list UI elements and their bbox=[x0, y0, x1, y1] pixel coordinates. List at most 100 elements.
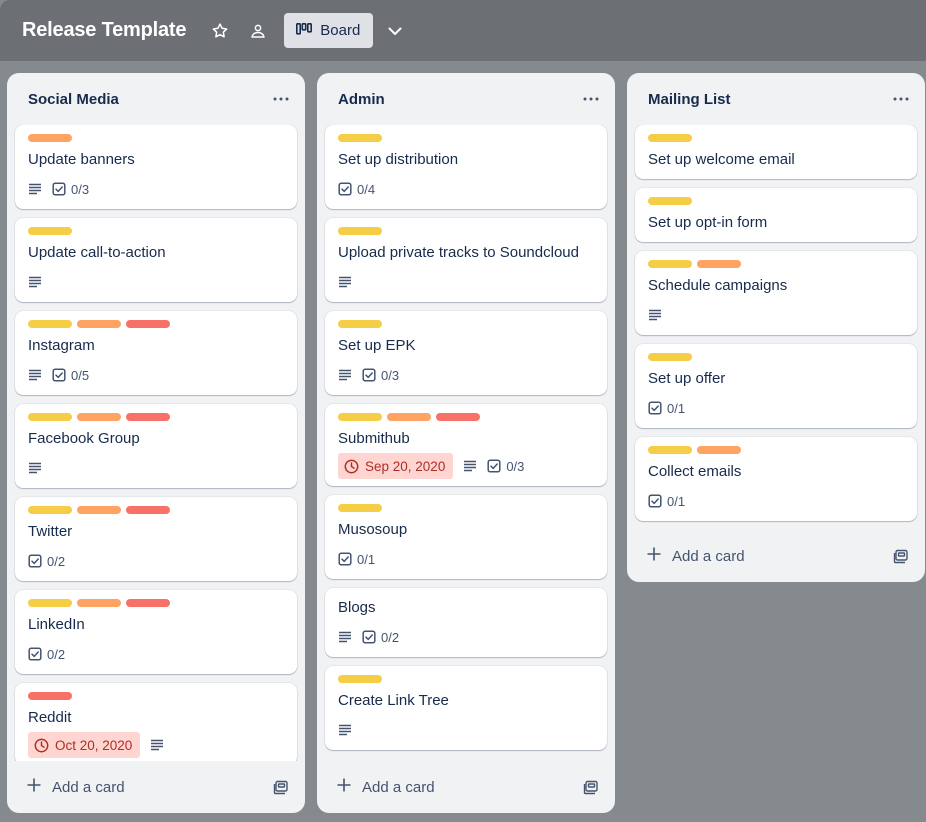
card[interactable]: Update call-to-action bbox=[15, 218, 297, 302]
label-yellow[interactable] bbox=[28, 506, 72, 514]
create-from-template-icon[interactable] bbox=[891, 546, 911, 566]
label-orange[interactable] bbox=[697, 260, 741, 268]
card[interactable]: Set up offer 0/1 bbox=[635, 344, 917, 428]
more-options-icon[interactable] bbox=[889, 87, 913, 111]
card-list: Set up distribution 0/4 Upload private tra… bbox=[317, 125, 615, 761]
card[interactable]: LinkedIn 0/2 bbox=[15, 590, 297, 674]
label-yellow[interactable] bbox=[28, 320, 72, 328]
checklist-badge: 0/2 bbox=[362, 630, 399, 645]
label-red[interactable] bbox=[126, 320, 170, 328]
create-from-template-icon[interactable] bbox=[271, 777, 291, 797]
card[interactable]: Twitter 0/2 bbox=[15, 497, 297, 581]
label-yellow[interactable] bbox=[648, 353, 692, 361]
list-title[interactable]: Mailing List bbox=[648, 90, 731, 108]
card[interactable]: Facebook Group bbox=[15, 404, 297, 488]
checklist-icon bbox=[648, 401, 662, 415]
card-badges: 0/3 bbox=[338, 363, 595, 387]
label-red[interactable] bbox=[126, 599, 170, 607]
label-yellow[interactable] bbox=[28, 599, 72, 607]
card[interactable]: Set up welcome email bbox=[635, 125, 917, 179]
label-yellow[interactable] bbox=[338, 227, 382, 235]
card[interactable]: Reddit Oct 20, 2020 bbox=[15, 683, 297, 761]
checklist-count: 0/3 bbox=[381, 367, 400, 383]
card-title: Musosoup bbox=[338, 521, 408, 538]
chevron-down-icon[interactable] bbox=[383, 19, 407, 43]
card-badges: 0/1 bbox=[648, 489, 905, 513]
card-badges bbox=[338, 718, 595, 742]
description-icon bbox=[338, 276, 352, 288]
create-from-template-icon[interactable] bbox=[581, 777, 601, 797]
card[interactable]: Collect emails 0/1 bbox=[635, 437, 917, 521]
label-red[interactable] bbox=[436, 413, 480, 421]
add-card-button[interactable]: Add a card bbox=[27, 778, 125, 796]
checklist-badge: 0/3 bbox=[487, 459, 524, 474]
label-yellow[interactable] bbox=[338, 675, 382, 683]
card-labels bbox=[648, 134, 905, 142]
checklist-icon bbox=[362, 630, 376, 644]
label-yellow[interactable] bbox=[28, 413, 72, 421]
card[interactable]: Create Link Tree bbox=[325, 666, 607, 750]
add-card-button[interactable]: Add a card bbox=[647, 547, 745, 565]
label-orange[interactable] bbox=[77, 599, 121, 607]
label-yellow[interactable] bbox=[338, 413, 382, 421]
card[interactable]: Musosoup 0/1 bbox=[325, 495, 607, 579]
checklist-count: 0/2 bbox=[47, 646, 66, 662]
list-header: Admin bbox=[317, 73, 615, 125]
description-icon bbox=[28, 369, 42, 381]
checklist-count: 0/5 bbox=[71, 367, 90, 383]
label-orange[interactable] bbox=[77, 506, 121, 514]
clock-icon bbox=[34, 738, 49, 753]
board-view-button[interactable]: Board bbox=[284, 13, 374, 48]
card-list: Set up welcome email Set up opt-in form Sc… bbox=[627, 125, 925, 530]
card[interactable]: Submithub Sep 20, 2020 0/3 bbox=[325, 404, 607, 486]
checklist-icon bbox=[338, 182, 352, 196]
plus-icon bbox=[27, 778, 41, 796]
card-title: Set up welcome email bbox=[648, 151, 795, 168]
card[interactable]: Set up opt-in form bbox=[635, 188, 917, 242]
card-title: Reddit bbox=[28, 709, 72, 726]
add-card-button[interactable]: Add a card bbox=[337, 778, 435, 796]
card-title: Instagram bbox=[28, 337, 95, 354]
card[interactable]: Upload private tracks to Soundcloud bbox=[325, 218, 607, 302]
label-yellow[interactable] bbox=[338, 504, 382, 512]
label-yellow[interactable] bbox=[338, 134, 382, 142]
more-options-icon[interactable] bbox=[579, 87, 603, 111]
card-title: Collect emails bbox=[648, 463, 742, 480]
list-title[interactable]: Social Media bbox=[28, 90, 119, 108]
board-title[interactable]: Release Template bbox=[22, 19, 187, 41]
card[interactable]: Schedule campaigns bbox=[635, 251, 917, 335]
label-yellow[interactable] bbox=[28, 227, 72, 235]
label-orange[interactable] bbox=[77, 320, 121, 328]
label-orange[interactable] bbox=[697, 446, 741, 454]
checklist-icon bbox=[362, 368, 376, 382]
label-red[interactable] bbox=[28, 692, 72, 700]
card[interactable]: Set up distribution 0/4 bbox=[325, 125, 607, 209]
label-yellow[interactable] bbox=[648, 197, 692, 205]
due-date-badge[interactable]: Oct 20, 2020 bbox=[28, 732, 141, 758]
star-icon[interactable] bbox=[204, 15, 236, 47]
card-labels bbox=[648, 260, 905, 268]
card[interactable]: Set up EPK 0/3 bbox=[325, 311, 607, 395]
label-red[interactable] bbox=[126, 413, 170, 421]
label-red[interactable] bbox=[126, 506, 170, 514]
label-yellow[interactable] bbox=[648, 134, 692, 142]
card[interactable]: Blogs 0/2 bbox=[325, 588, 607, 657]
card[interactable]: Update banners 0/3 bbox=[15, 125, 297, 209]
label-yellow[interactable] bbox=[648, 446, 692, 454]
more-options-icon[interactable] bbox=[269, 87, 293, 111]
card[interactable]: Instagram 0/5 bbox=[15, 311, 297, 395]
checklist-badge: 0/2 bbox=[28, 647, 65, 662]
description-icon bbox=[338, 724, 352, 736]
label-orange[interactable] bbox=[387, 413, 431, 421]
list-title[interactable]: Admin bbox=[338, 90, 385, 108]
label-yellow[interactable] bbox=[338, 320, 382, 328]
label-orange[interactable] bbox=[28, 134, 72, 142]
label-yellow[interactable] bbox=[648, 260, 692, 268]
description-icon bbox=[28, 276, 42, 288]
due-date-badge[interactable]: Sep 20, 2020 bbox=[338, 453, 454, 479]
add-card-row: Add a card bbox=[317, 761, 615, 813]
label-orange[interactable] bbox=[77, 413, 121, 421]
card-title: Facebook Group bbox=[28, 430, 140, 447]
card-labels bbox=[28, 413, 285, 421]
team-visibility-icon[interactable] bbox=[242, 15, 274, 47]
